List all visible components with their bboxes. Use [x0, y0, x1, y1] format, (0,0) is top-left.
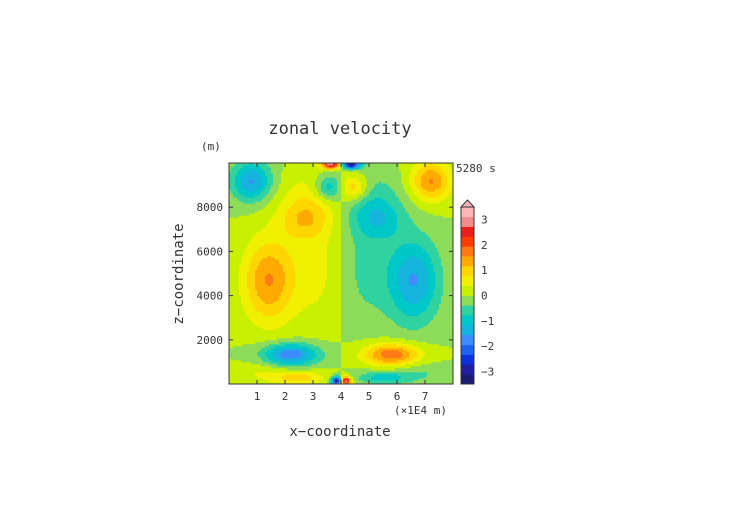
x-tick-label: 1 [254, 390, 261, 403]
colorbar-tick-label: 2 [481, 239, 488, 252]
x-axis-label: x−coordinate [289, 424, 390, 440]
plot-area [228, 162, 454, 385]
colorbar-tick-label: 1 [481, 264, 488, 277]
x-tick-label: 2 [282, 390, 289, 403]
colorbar-segment [461, 295, 474, 306]
colorbar-segment [461, 246, 474, 257]
colorbar-segment [461, 216, 474, 227]
colorbar-segment [461, 354, 474, 365]
y-tick-label: 2000 [197, 334, 224, 347]
y-tick-label: 8000 [197, 201, 224, 214]
x-tick-label: 6 [394, 390, 401, 403]
x-tick-label: 3 [310, 390, 317, 403]
colorbar-segment [461, 374, 474, 385]
y-tick-label: 6000 [197, 245, 224, 258]
colorbar: 3 2 1 0 −1 −2 −3 [459, 199, 494, 385]
colorbar-tick-label: 3 [481, 214, 488, 227]
colorbar-segment [461, 266, 474, 277]
y-unit-label: (m) [201, 140, 221, 153]
y-axis-label: z−coordinate [171, 223, 187, 324]
colorbar-segment [461, 207, 474, 218]
y-tick-label: 4000 [197, 290, 224, 303]
colorbar-segment [461, 344, 474, 355]
colorbar-extend-arrow [459, 199, 476, 208]
colorbar-segment [461, 236, 474, 247]
x-tick-label: 7 [422, 390, 429, 403]
x-tick-label: 4 [338, 390, 345, 403]
colorbar-segment [461, 364, 474, 375]
colorbar-tick-label: −2 [481, 340, 494, 353]
time-label: 5280 s [456, 162, 496, 175]
colorbar-segment [461, 334, 474, 345]
colorbar-tick-label: −3 [481, 365, 494, 378]
y-axis-ticks: 2000 4000 6000 8000 [197, 201, 453, 347]
colorbar-segment [461, 256, 474, 267]
colorbar-segment [461, 285, 474, 296]
x-axis-ticks: 1 2 3 4 5 6 7 [254, 163, 429, 403]
chart-title: zonal velocity [268, 119, 411, 139]
colorbar-segment [461, 305, 474, 316]
x-tick-label: 5 [366, 390, 373, 403]
colorbar-segment [461, 315, 474, 326]
colorbar-segment [461, 275, 474, 286]
x-unit-label: (×1E4 m) [394, 404, 447, 417]
colorbar-tick-label: 0 [481, 290, 488, 303]
colorbar-segment [461, 226, 474, 237]
colorbar-segment [461, 325, 474, 336]
colorbar-tick-label: −1 [481, 315, 494, 328]
